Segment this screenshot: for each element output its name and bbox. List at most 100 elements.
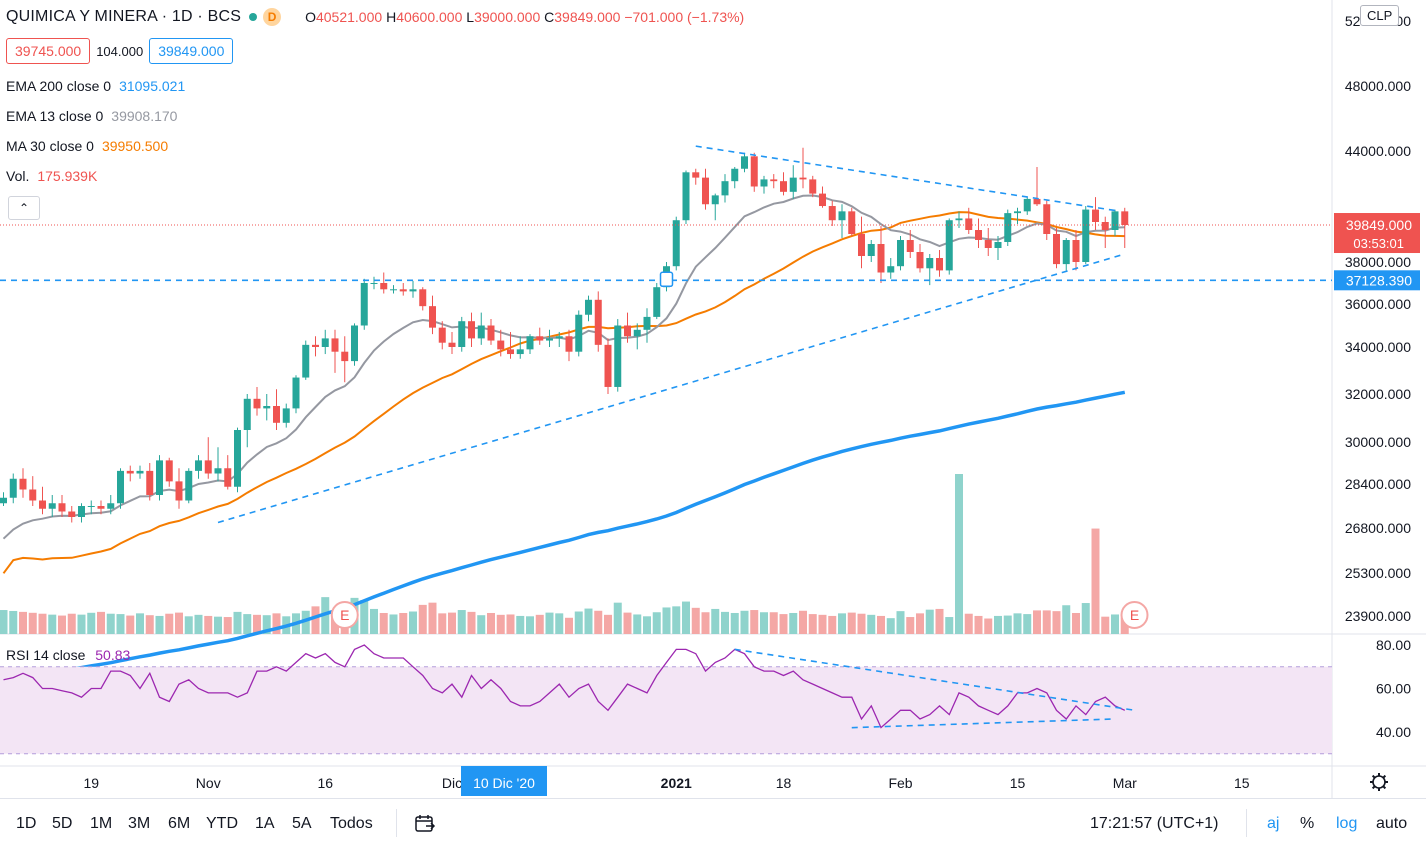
sell-price-box[interactable]: 39745.000 [6, 38, 91, 64]
volume-bar [457, 610, 466, 634]
candle-body [897, 240, 904, 267]
indicator-ema13[interactable]: EMA 13 close 0 39908.170 [6, 108, 177, 124]
high-value: 40600.000 [396, 9, 463, 25]
candle-body [126, 470, 134, 474]
time-tick-label: Nov [196, 775, 221, 791]
indicator-ma30[interactable]: MA 30 close 0 39950.500 [6, 138, 168, 154]
range-1m[interactable]: 1M [90, 815, 113, 832]
candle-body [29, 489, 37, 501]
candle-body [799, 177, 807, 180]
chevron-up-icon: ⌃ [18, 201, 30, 215]
candle-body [68, 511, 76, 517]
volume-bar [389, 614, 398, 634]
candle-body [263, 406, 271, 409]
range-6m[interactable]: 6M [168, 815, 191, 832]
clock-time[interactable]: 17:21:57 (UTC+1) [1090, 815, 1219, 832]
volume-bar [847, 612, 856, 634]
gear-tooth [1382, 785, 1387, 790]
time-tick-label: 19 [83, 775, 99, 791]
ma30-line [2, 211, 1125, 574]
change-value: −701.000 (−1.73%) [624, 9, 745, 25]
volume-bar [1091, 528, 1100, 634]
time-tick-label: 16 [317, 775, 333, 791]
earnings-label: E [340, 607, 349, 623]
bottom-toolbar: 1D 5D 1M 3M 6M YTD 1A 5A Todos 17:21:57 … [0, 798, 1426, 846]
volume-bar [418, 604, 427, 634]
range-3m[interactable]: 3M [128, 815, 151, 832]
adjust-toggle[interactable]: aj [1267, 815, 1280, 832]
range-5a[interactable]: 5A [292, 815, 312, 832]
settings-gear-icon[interactable] [1370, 773, 1388, 791]
range-all[interactable]: Todos [330, 815, 373, 832]
range-1d[interactable]: 1D [16, 815, 37, 832]
candle-body [828, 206, 836, 221]
volume-bar [526, 616, 534, 634]
volume-bar [701, 612, 710, 634]
volume-bar [487, 612, 495, 634]
symbol-title[interactable]: QUIMICA Y MINERA · 1D · BCS [6, 8, 242, 25]
candlesticks [0, 147, 1129, 523]
volume-bar [1052, 611, 1061, 634]
volume-bar [1033, 610, 1041, 634]
candle-body [906, 240, 914, 252]
volume-bar [1042, 610, 1051, 634]
delayed-badge[interactable]: D [263, 8, 282, 26]
volume-bar [204, 615, 213, 634]
candle-body [48, 503, 56, 509]
volume-bar [184, 616, 193, 634]
candle-body [468, 321, 475, 339]
volume-bar [467, 611, 476, 634]
price-chart[interactable]: EE 52000.00048000.00044000.00038000.0003… [0, 0, 1426, 798]
range-ytd[interactable]: YTD [206, 815, 238, 832]
rsi-legend[interactable]: RSI 14 close 50.83 [6, 647, 130, 663]
volume-bar [633, 614, 642, 634]
volume-bar [652, 612, 661, 634]
calendar-range-icon[interactable] [414, 813, 436, 835]
candle-body [292, 377, 300, 409]
candle-body [1004, 213, 1012, 242]
candle-body [185, 470, 193, 501]
volume-bar [1072, 612, 1080, 634]
volume-bar [730, 612, 739, 634]
volume-bar [38, 613, 47, 634]
candle-body [770, 179, 778, 182]
time-tick-label: 2021 [661, 775, 692, 791]
indicator-volume[interactable]: Vol. 175.939K [6, 168, 97, 184]
currency-badge[interactable]: CLP [1360, 5, 1400, 26]
candle-body [760, 179, 768, 187]
candle-body [585, 299, 592, 315]
range-1a[interactable]: 1A [255, 815, 275, 832]
percent-toggle[interactable]: % [1300, 815, 1315, 832]
volume-bars [0, 474, 1129, 634]
rsi-tick-label: 80.00 [1376, 637, 1411, 653]
volume-bar [1013, 613, 1022, 634]
buy-price-box[interactable]: 39849.000 [149, 38, 234, 64]
candle-body [516, 349, 524, 355]
range-5d[interactable]: 5D [52, 815, 73, 832]
volume-bar [77, 614, 86, 634]
volume-bar [301, 610, 310, 634]
volume-bar [711, 608, 720, 634]
candle-body [302, 344, 310, 378]
countdown-label: 03:53:01 [1353, 236, 1404, 251]
last-price-badge [1334, 213, 1420, 254]
candle-body [419, 289, 427, 307]
indicator-ema200[interactable]: EMA 200 close 0 31095.021 [6, 78, 185, 94]
candle-body [867, 244, 875, 256]
candle-body [117, 470, 124, 504]
volume-bar [165, 613, 174, 634]
volume-bar [886, 618, 895, 634]
price-tick-label: 25300.000 [1345, 565, 1411, 581]
volume-bar [1003, 615, 1012, 634]
open-label: O [305, 9, 316, 25]
volume-bar [106, 613, 115, 634]
candle-body [936, 258, 943, 271]
auto-toggle[interactable]: auto [1376, 815, 1408, 832]
volume-bar [535, 614, 544, 634]
close-label: C [544, 9, 555, 25]
volume-bar [145, 615, 154, 634]
log-toggle[interactable]: log [1336, 815, 1358, 832]
volume-bar [555, 613, 564, 634]
collapse-legend-button[interactable]: ⌃ [8, 196, 40, 220]
